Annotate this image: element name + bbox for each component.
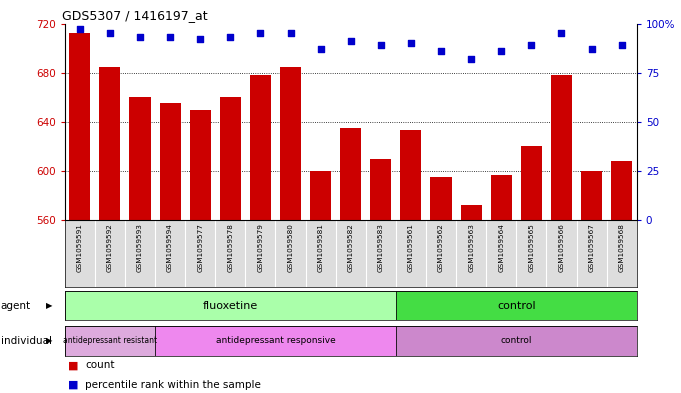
Bar xyxy=(65,326,155,356)
Bar xyxy=(250,75,271,220)
Text: GSM1059578: GSM1059578 xyxy=(227,223,234,272)
Bar xyxy=(155,326,396,356)
Text: GSM1059565: GSM1059565 xyxy=(528,223,535,272)
Text: GSM1059582: GSM1059582 xyxy=(348,223,353,272)
Point xyxy=(165,34,176,40)
Text: GSM1059566: GSM1059566 xyxy=(558,223,565,272)
Point xyxy=(345,38,356,44)
Text: ■: ■ xyxy=(68,360,78,371)
Bar xyxy=(159,103,180,220)
Text: GSM1059591: GSM1059591 xyxy=(77,223,83,272)
Bar xyxy=(581,171,602,220)
Point xyxy=(255,30,266,37)
Bar xyxy=(69,33,91,220)
Bar xyxy=(551,75,572,220)
Bar xyxy=(310,171,331,220)
Point xyxy=(466,56,477,62)
Text: ▶: ▶ xyxy=(46,301,53,310)
Bar xyxy=(340,128,361,220)
Point xyxy=(436,48,447,54)
Bar xyxy=(491,174,512,220)
Text: control: control xyxy=(497,301,536,310)
Bar xyxy=(99,66,121,220)
Text: antidepressant resistant: antidepressant resistant xyxy=(63,336,157,345)
Bar xyxy=(65,291,396,320)
Text: GSM1059581: GSM1059581 xyxy=(317,223,323,272)
Bar xyxy=(521,146,542,220)
Text: individual: individual xyxy=(1,336,52,346)
Point xyxy=(526,42,537,48)
Point xyxy=(74,26,85,33)
Point xyxy=(616,42,627,48)
Text: percentile rank within the sample: percentile rank within the sample xyxy=(85,380,261,390)
Text: GSM1059593: GSM1059593 xyxy=(137,223,143,272)
Text: GSM1059583: GSM1059583 xyxy=(378,223,384,272)
Point xyxy=(586,46,597,52)
Point xyxy=(496,48,507,54)
Point xyxy=(556,30,567,37)
Point xyxy=(405,40,416,46)
Point xyxy=(104,30,115,37)
Bar xyxy=(370,159,392,220)
Text: GSM1059564: GSM1059564 xyxy=(498,223,504,272)
Bar xyxy=(189,110,210,220)
Bar xyxy=(129,97,151,220)
Point xyxy=(225,34,236,40)
Bar xyxy=(611,161,632,220)
Bar xyxy=(400,130,422,220)
Text: agent: agent xyxy=(1,301,31,310)
Bar xyxy=(396,291,637,320)
Text: count: count xyxy=(85,360,114,371)
Text: GSM1059568: GSM1059568 xyxy=(618,223,624,272)
Bar xyxy=(396,326,637,356)
Bar xyxy=(460,205,481,220)
Text: ■: ■ xyxy=(68,380,78,390)
Point xyxy=(375,42,386,48)
Text: GSM1059577: GSM1059577 xyxy=(197,223,203,272)
Text: antidepressant responsive: antidepressant responsive xyxy=(216,336,335,345)
Bar xyxy=(220,97,241,220)
Text: control: control xyxy=(501,336,532,345)
Bar xyxy=(280,66,301,220)
Text: GSM1059563: GSM1059563 xyxy=(468,223,474,272)
Point xyxy=(195,36,206,42)
Point xyxy=(135,34,146,40)
Text: GSM1059580: GSM1059580 xyxy=(287,223,294,272)
Bar xyxy=(430,177,452,220)
Text: GSM1059579: GSM1059579 xyxy=(257,223,264,272)
Text: GSM1059594: GSM1059594 xyxy=(167,223,173,272)
Text: ▶: ▶ xyxy=(46,336,53,345)
Text: GDS5307 / 1416197_at: GDS5307 / 1416197_at xyxy=(62,9,208,22)
Point xyxy=(285,30,296,37)
Text: GSM1059567: GSM1059567 xyxy=(588,223,595,272)
Text: GSM1059592: GSM1059592 xyxy=(107,223,113,272)
Point xyxy=(315,46,326,52)
Text: GSM1059562: GSM1059562 xyxy=(438,223,444,272)
Text: GSM1059561: GSM1059561 xyxy=(408,223,414,272)
Text: fluoxetine: fluoxetine xyxy=(203,301,258,310)
